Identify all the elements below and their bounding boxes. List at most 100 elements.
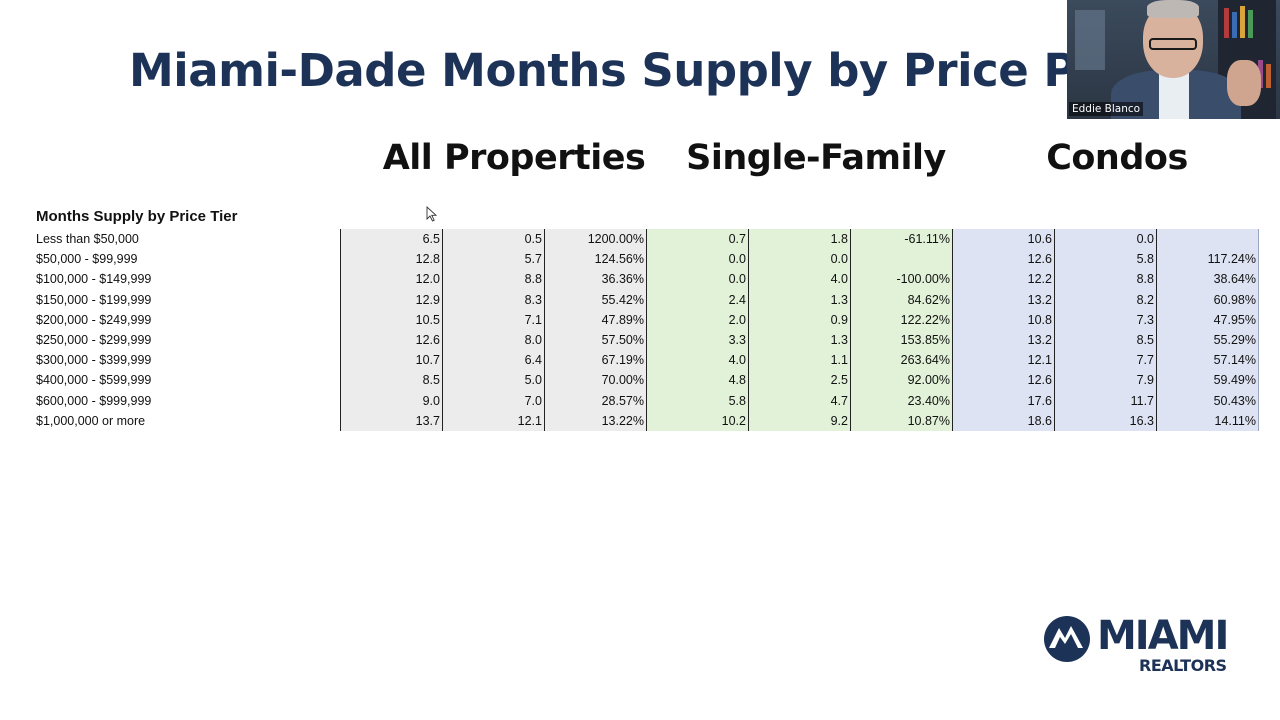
table-cell: 8.5 [1054,329,1157,351]
miami-realtors-logo: MIAMI REALTORS [1043,612,1235,680]
table-cell: 8.5 [340,370,443,391]
table-cell: 4.0 [748,269,851,290]
table-cell: 16.3 [1054,410,1157,431]
person-shirt [1159,72,1189,119]
table-cell: 1200.00% [544,229,647,250]
table-cell: 55.29% [1156,329,1259,351]
table-cell: 124.56% [544,249,647,270]
table-cell: 12.6 [952,249,1055,270]
price-tier-label: Less than $50,000 [30,229,341,250]
table-cell: 7.0 [442,390,545,411]
person-hand [1227,60,1261,106]
table-cell: 55.42% [544,289,647,310]
table-cell: 1.3 [748,329,851,351]
table-cell: 3.3 [646,329,749,351]
table-cell: 4.0 [646,350,749,371]
table-cell: 2.4 [646,289,749,310]
table-cell: 7.9 [1054,370,1157,391]
table-cell: 9.0 [340,390,443,411]
table-cell: 6.4 [442,350,545,371]
group-header-single-family: Single-Family [686,138,946,178]
price-tier-label: $50,000 - $99,999 [30,249,341,270]
price-tier-label: $200,000 - $249,999 [30,309,341,330]
table-cell: 12.0 [340,269,443,290]
table-cell: 1.8 [748,229,851,250]
table-body: Less than $50,000 6.5 0.5 1200.00% 0.7 1.8 -61… [30,229,1259,431]
table-cell: 12.6 [952,370,1055,391]
table-cell: 10.87% [850,410,953,431]
table-row: $50,000 - $99,999 12.8 5.7 124.56% 0.0 0.0 12.… [30,249,1259,270]
table-cell: 4.7 [748,390,851,411]
participant-name-label: Eddie Blanco [1069,102,1144,116]
table-cell: 17.6 [952,390,1055,411]
table-cell: 5.7 [442,249,545,270]
table-cell: 10.8 [952,309,1055,330]
table-cell: 47.89% [544,309,647,330]
table-cell: 28.57% [544,390,647,411]
table-cell: -100.00% [850,269,953,290]
table-row: $150,000 - $199,999 12.9 8.3 55.42% 2.4 1.3 84… [30,289,1259,310]
table-cell: 12.2 [952,269,1055,290]
table-cell: 1.3 [748,289,851,310]
table-row: $600,000 - $999,999 9.0 7.0 28.57% 5.8 4.7 23.… [30,390,1259,411]
table-cell: 12.6 [340,329,443,351]
table-cell: 67.19% [544,350,647,371]
group-header-condos: Condos [1046,138,1188,178]
table-cell: 2.0 [646,309,749,330]
book [1248,10,1253,38]
table-title: Months Supply by Price Tier [36,208,238,225]
table-cell: 4.8 [646,370,749,391]
book [1240,6,1245,38]
table-cell: 57.50% [544,329,647,351]
table-cell: 7.1 [442,309,545,330]
table-cell: 84.62% [850,289,953,310]
table-cell: 10.7 [340,350,443,371]
table-row: $400,000 - $599,999 8.5 5.0 70.00% 4.8 2.5 92.… [30,370,1259,391]
webcam-video-tile[interactable]: Eddie Blanco [1067,0,1280,119]
table-cell: 2.5 [748,370,851,391]
table-cell: 14.11% [1156,410,1259,431]
logo-subtext: REALTORS [1139,656,1227,675]
logo-wordmark: MIAMI [1097,613,1229,659]
table-cell: 12.9 [340,289,443,310]
table-cell: 57.14% [1156,350,1259,371]
table-cell: 0.5 [442,229,545,250]
table-cell: 8.2 [1054,289,1157,310]
person-glasses [1149,38,1197,50]
price-tier-label: $1,000,000 or more [30,410,341,431]
table-cell: 8.8 [1054,269,1157,290]
table-cell: 1.1 [748,350,851,371]
book [1232,12,1237,38]
table-row: Less than $50,000 6.5 0.5 1200.00% 0.7 1.8 -61… [30,229,1259,250]
table-cell: 13.2 [952,329,1055,351]
table-cell: 9.2 [748,410,851,431]
months-supply-table: Less than $50,000 6.5 0.5 1200.00% 0.7 1.8 -61… [30,229,1259,431]
table-cell: 8.8 [442,269,545,290]
table-cell: 12.1 [442,410,545,431]
table-cell: 7.3 [1054,309,1157,330]
slide-title: Miami-Dade Months Supply by Price Poi [129,44,1122,97]
person-hair [1147,0,1199,18]
table-cell: 60.98% [1156,289,1259,310]
table-row: $250,000 - $299,999 12.6 8.0 57.50% 3.3 1.3 15… [30,329,1259,351]
table-cell: 10.6 [952,229,1055,250]
price-tier-label: $300,000 - $399,999 [30,350,341,371]
table-cell: 50.43% [1156,390,1259,411]
table-cell: 8.0 [442,329,545,351]
table-cell: 122.22% [850,309,953,330]
price-tier-label: $250,000 - $299,999 [30,329,341,351]
table-cell: 0.0 [646,269,749,290]
table-cell: 8.3 [442,289,545,310]
table-cell: 70.00% [544,370,647,391]
table-row: $1,000,000 or more 13.7 12.1 13.22% 10.2 9.2 1… [30,410,1259,431]
table-row: $200,000 - $249,999 10.5 7.1 47.89% 2.0 0.9 12… [30,309,1259,330]
price-tier-label: $600,000 - $999,999 [30,390,341,411]
miami-realtors-logo-icon [1044,616,1090,662]
table-cell [850,249,953,270]
table-cell: 12.1 [952,350,1055,371]
table-cell: 13.22% [544,410,647,431]
table-cell: -61.11% [850,229,953,250]
book [1224,8,1229,38]
table-cell: 47.95% [1156,309,1259,330]
table-cell: 12.8 [340,249,443,270]
